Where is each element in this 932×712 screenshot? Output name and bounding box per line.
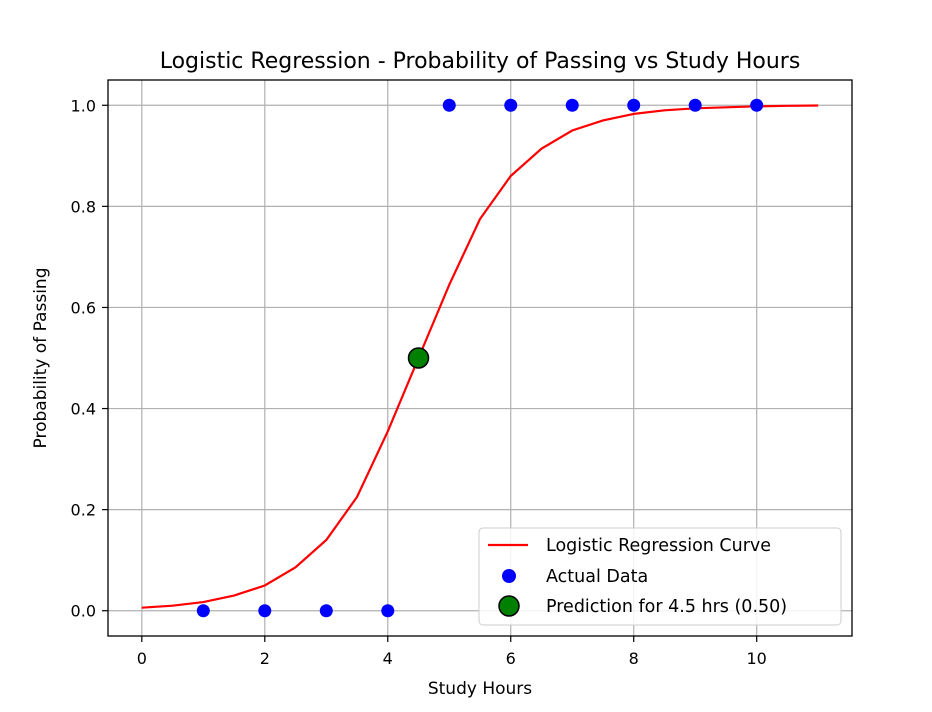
actual-data-point (504, 98, 518, 112)
y-tick-label: 0.2 (71, 501, 96, 520)
y-tick-label: 0.6 (71, 298, 96, 317)
prediction-point (407, 347, 430, 369)
actual-data-point (442, 98, 456, 112)
x-axis-label: Study Hours (428, 679, 532, 699)
chart-title: Logistic Regression - Probability of Pas… (160, 49, 801, 74)
legend: Logistic Regression Curve Actual Data Pr… (478, 527, 842, 626)
actual-data-point (688, 98, 702, 112)
legend-actual-label: Actual Data (546, 567, 648, 587)
x-tick-label: 6 (506, 649, 516, 668)
x-tick-label: 8 (629, 649, 639, 668)
x-tick-label: 4 (383, 649, 393, 668)
y-axis-label: Probability of Passing (31, 268, 51, 449)
y-tick-label: 0.4 (71, 400, 96, 419)
legend-prediction-label: Prediction for 4.5 hrs (0.50) (546, 597, 787, 617)
actual-data-point (627, 98, 641, 112)
legend-actual-swatch (502, 569, 516, 583)
legend-curve-label: Logistic Regression Curve (546, 536, 771, 556)
y-tick-label: 0.0 (71, 602, 96, 621)
actual-data-point (381, 604, 395, 618)
legend-prediction-swatch (498, 595, 520, 617)
actual-data-point (196, 604, 210, 618)
x-tick-label: 0 (137, 649, 147, 668)
legend-box (478, 527, 842, 626)
actual-data-point (258, 604, 272, 618)
y-tick-label: 0.8 (71, 197, 96, 216)
tick-layer: 0 2 4 6 8 10 0.0 0.2 0.4 0.6 0.8 1.0 (71, 96, 767, 668)
plot-frame (107, 79, 853, 637)
logistic-curve-line (141, 104, 819, 609)
actual-data-point (319, 604, 333, 618)
x-tick-label: 10 (747, 649, 767, 668)
actual-data-point (565, 98, 579, 112)
actual-data-point (750, 98, 764, 112)
series-layer (141, 98, 819, 618)
y-tick-label: 1.0 (71, 96, 96, 115)
grid-layer (108, 80, 852, 636)
x-tick-label: 2 (260, 649, 270, 668)
